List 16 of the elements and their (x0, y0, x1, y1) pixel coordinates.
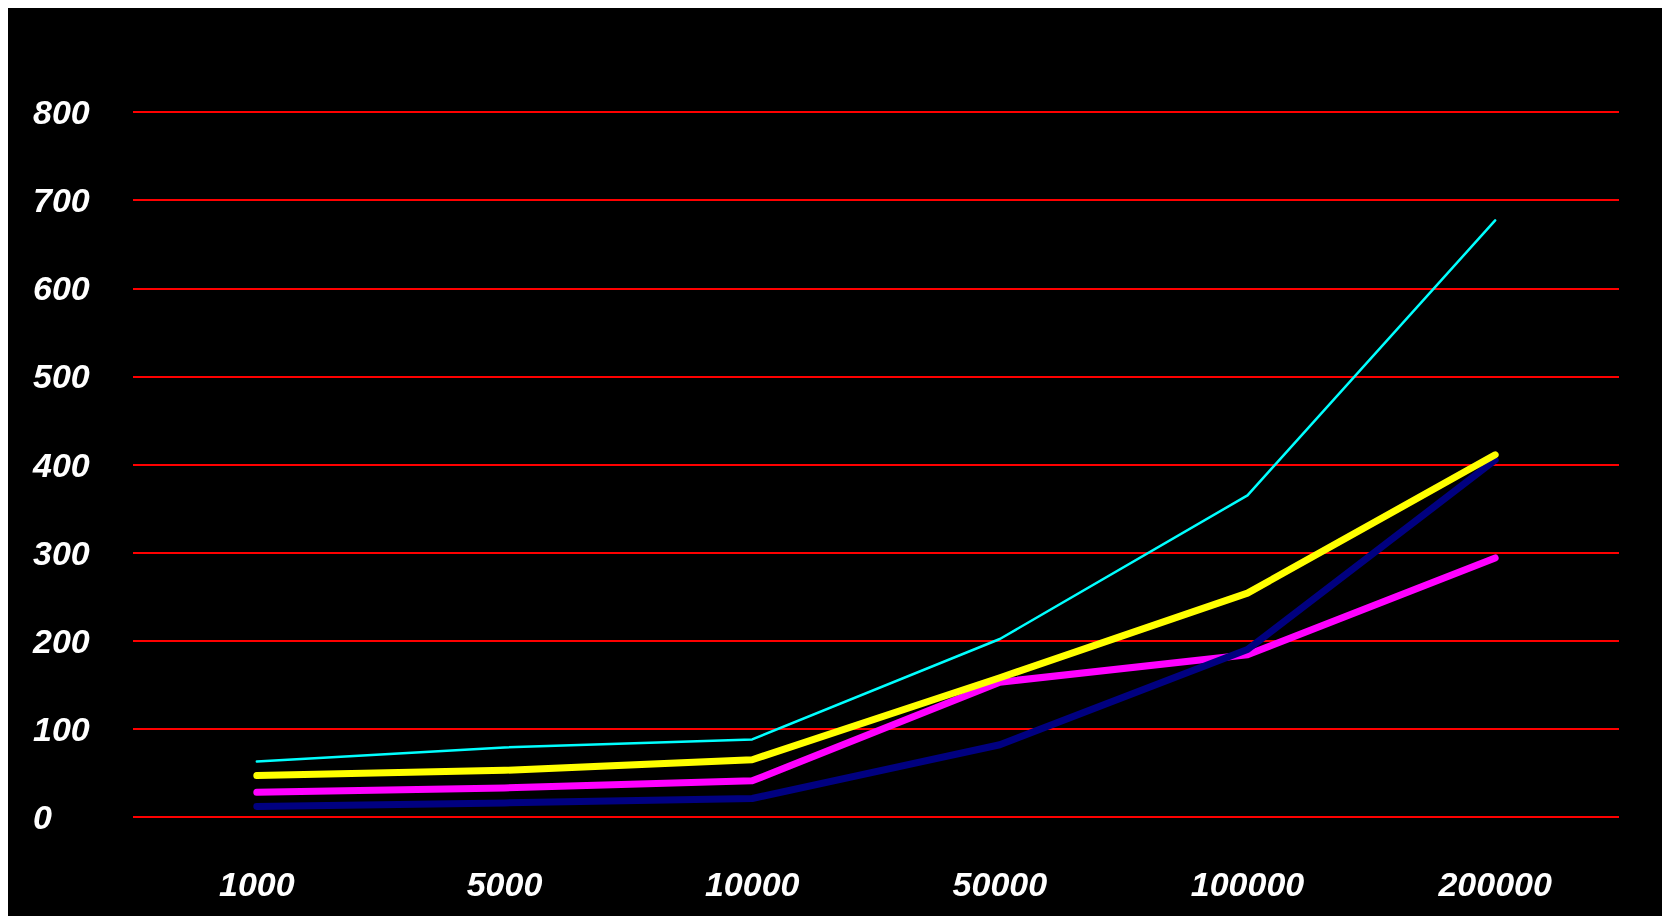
y-tick-label: 700 (33, 181, 90, 220)
x-tick-label: 50000 (952, 865, 1048, 903)
y-tick-label: 0 (33, 798, 52, 836)
x-tick-label: 5000 (466, 865, 543, 903)
line-series (255, 219, 1497, 763)
y-tick-label: 100 (33, 709, 90, 748)
y-tick-label: 800 (33, 93, 90, 131)
x-tick-label: 200000 (1437, 865, 1552, 903)
x-tick-label: 1000 (219, 865, 295, 903)
y-tick-label: 600 (33, 269, 90, 308)
x-tick-label: 100000 (1190, 865, 1305, 903)
x-tick-label: 10000 (704, 865, 800, 903)
y-tick-label: 500 (33, 357, 90, 396)
y-tick-label: 300 (33, 533, 90, 572)
y-tick-label: 200 (32, 621, 90, 660)
y-tick-label: 400 (32, 445, 90, 484)
